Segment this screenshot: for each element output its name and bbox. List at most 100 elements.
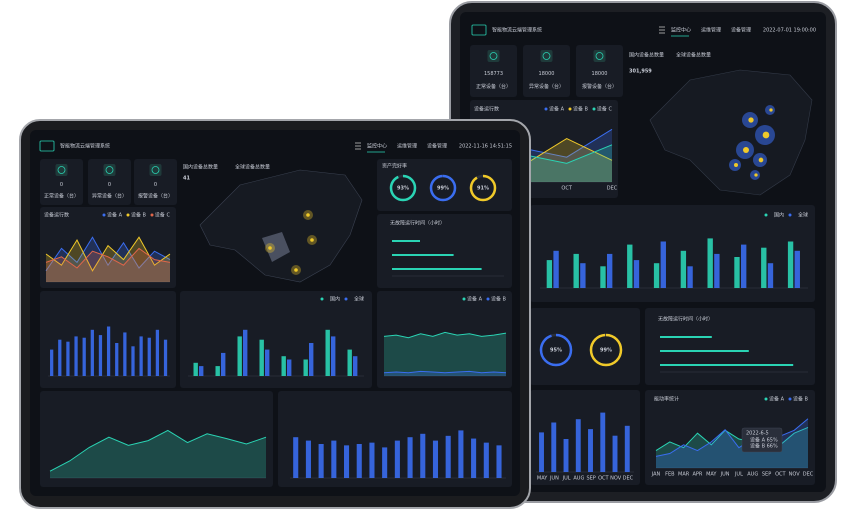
bar (325, 329, 330, 376)
stat-icon-ring (105, 166, 114, 174)
map-hotspot-core (754, 173, 758, 177)
panel (40, 207, 176, 288)
tooltip-line: 设备 B 66% (750, 443, 778, 450)
bar (139, 336, 143, 376)
stat-value: 158773 (484, 71, 503, 77)
map-hotspot (310, 238, 314, 242)
x-tick-label: MAY (537, 476, 548, 482)
bar (546, 260, 553, 288)
nav-item: 运维管理 (701, 27, 721, 34)
gauge-arc (389, 174, 417, 202)
legend-swatch (320, 297, 324, 301)
bar (58, 339, 62, 376)
stat-icon (540, 50, 553, 62)
app-title: 智能物流云端管理系统 (60, 143, 110, 150)
bar (353, 356, 358, 376)
legend-swatch (344, 297, 348, 301)
menu-icon (355, 142, 361, 150)
bar (660, 336, 712, 338)
tab: 国内设备总数量 (183, 164, 218, 171)
bar (163, 339, 168, 376)
gauge-arc (429, 174, 457, 202)
bar (624, 425, 630, 472)
x-tick-label: SEP (762, 472, 771, 478)
stat-label: 报警设备（台） (138, 192, 173, 199)
bar (687, 266, 693, 288)
stat-label: 异常设备（台） (529, 83, 564, 90)
nav-item: 设备管理 (427, 143, 447, 150)
x-tick-label: JUN (549, 476, 559, 482)
area-fill (46, 237, 170, 282)
bar (563, 439, 569, 472)
panel (40, 159, 83, 205)
panel (523, 45, 570, 97)
clock: 2022-07-01 19:00:00 (763, 28, 816, 34)
bar (305, 440, 311, 478)
panel (40, 391, 273, 487)
x-tick-label: DEC (803, 472, 814, 478)
bar (496, 445, 502, 478)
stat-label: 报警设备（台） (582, 83, 617, 90)
area-fill (50, 430, 266, 478)
panel-title: 资产完好率 (382, 163, 407, 170)
legend-label: 设备 B (793, 396, 809, 403)
x-tick-label: APR (692, 472, 702, 478)
gauge-arc (589, 333, 623, 367)
bar (115, 343, 119, 376)
bar (407, 437, 413, 478)
bar (356, 444, 362, 478)
x-tick-label: NOV (610, 476, 622, 482)
x-tick-label: NOV (789, 472, 801, 478)
bar (155, 329, 160, 376)
legend-swatch (764, 397, 768, 401)
legend-label: 全球 (354, 296, 364, 303)
stat-icon (593, 50, 606, 62)
bar (382, 447, 388, 478)
bar (215, 366, 220, 376)
stat-icon (149, 164, 162, 176)
legend-swatch (544, 107, 548, 111)
legend-swatch (126, 213, 130, 217)
bar (588, 429, 593, 472)
bar (98, 335, 103, 376)
map-region (262, 232, 290, 262)
stat-value: 0 (60, 182, 63, 188)
stat-icon-ring (489, 52, 498, 60)
bar (392, 268, 482, 270)
legend-label: 设备 C (597, 106, 613, 113)
bar (660, 364, 794, 366)
stat-icon-ring (595, 52, 604, 60)
map (199, 169, 363, 283)
bar (612, 435, 618, 472)
bar (74, 336, 78, 376)
logo (471, 24, 487, 36)
map-hotspot (268, 246, 272, 250)
stat-value: 18000 (539, 71, 555, 77)
bar (394, 440, 400, 478)
bar (265, 349, 270, 376)
total: 41 (183, 176, 190, 182)
stat-icon-ring (57, 166, 66, 174)
x-tick-label: JAN (651, 472, 661, 478)
gauge-label: 99% (437, 186, 449, 192)
bar (106, 326, 111, 376)
map-hotspot-core (743, 147, 749, 153)
bar (432, 440, 439, 478)
legend-swatch (568, 107, 572, 111)
bar (281, 356, 286, 376)
legend-label: 设备 B (573, 106, 589, 113)
bar (193, 362, 198, 376)
gauge-label: 93% (397, 186, 409, 192)
panel (645, 390, 815, 485)
bar (318, 444, 324, 478)
x-tick-label: OCT (775, 472, 786, 478)
bar (600, 266, 606, 288)
bar (392, 254, 454, 256)
bar (767, 263, 774, 288)
x-tick-label: AUG (747, 472, 758, 478)
line (383, 370, 507, 374)
stat-value: 0 (108, 182, 111, 188)
logo (39, 140, 55, 152)
bar (131, 346, 135, 376)
panel (377, 291, 512, 388)
